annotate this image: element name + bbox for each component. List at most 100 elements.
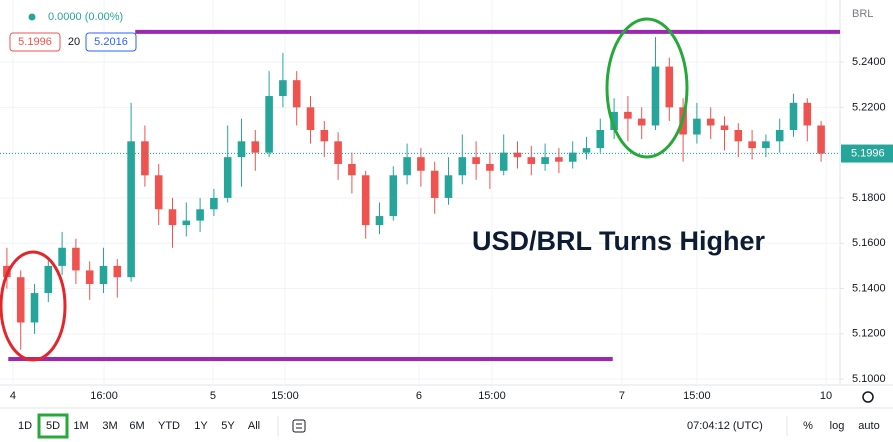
scale-option[interactable]: log [830, 420, 845, 432]
candle-body [30, 293, 39, 323]
range-button[interactable]: All [248, 420, 260, 432]
candle-body [251, 141, 260, 153]
status-dot [28, 13, 36, 21]
candle-body [16, 277, 25, 323]
candle-body [665, 66, 674, 108]
candle-body [458, 157, 467, 176]
candle-body [775, 129, 784, 142]
candle-body [265, 96, 273, 153]
compare-icon[interactable] [292, 419, 306, 433]
last-price-box [841, 144, 893, 163]
range-button[interactable]: 5D [46, 420, 60, 432]
y-tick-label: 5.1800 [852, 192, 886, 204]
candle-body [306, 107, 315, 130]
candle-body [168, 209, 177, 226]
candle-body [85, 270, 94, 284]
candle-body [58, 247, 66, 266]
candle-body [72, 247, 80, 271]
x-tick-label: 10 [820, 390, 832, 402]
candle-body [430, 170, 439, 198]
candle-body [817, 125, 825, 154]
candle-body [44, 265, 53, 294]
y-tick-label: 5.2200 [852, 101, 886, 113]
highlight-circle [0, 250, 67, 362]
candle-body [513, 152, 522, 158]
candle-body [706, 118, 715, 126]
candle-body [99, 265, 108, 284]
x-tick-label: 15:00 [683, 390, 711, 402]
candle-body [279, 80, 287, 97]
candle-body [555, 157, 563, 162]
candle-body [237, 141, 246, 158]
x-tick-label: 6 [416, 390, 422, 402]
bid-box[interactable] [9, 32, 61, 52]
candle-body [141, 141, 149, 176]
candle-body [637, 118, 646, 126]
candle-body [182, 220, 191, 226]
toolbar: 1D 5D 1M 3M 6M YTD 1Y 5Y All 07:04:12 (UTC)% log au… [18, 420, 880, 432]
candle-body [596, 129, 605, 149]
candle-body [486, 163, 494, 171]
last-price-label: 5.1996 [851, 147, 885, 159]
ask[interactable]: 5.2016 [94, 36, 128, 48]
scale-option[interactable]: auto [858, 420, 879, 432]
x-tick-label: 15:00 [271, 390, 299, 402]
candle-body [803, 102, 812, 126]
candle-body [375, 216, 384, 226]
candle-body [417, 157, 425, 171]
candle-body [361, 175, 370, 226]
y-tick-label: 5.1600 [852, 237, 886, 249]
range-button[interactable]: 3M [102, 420, 117, 432]
range-button[interactable]: 5Y [221, 420, 235, 432]
candle-body [210, 197, 218, 210]
annotation: USD/BRL Turns Higher [472, 226, 766, 256]
x-tick-label: 7 [619, 390, 625, 402]
candle-body [582, 148, 591, 153]
candle-body [196, 209, 204, 221]
y-tick-label: 5.1400 [852, 282, 886, 294]
candle-body [693, 118, 701, 135]
candle-body [334, 141, 342, 164]
candle-body [127, 141, 135, 278]
x-tick-label: 15:00 [478, 390, 506, 402]
candle-body [320, 129, 329, 142]
range-button[interactable]: 1Y [194, 420, 208, 432]
clock: 07:04:12 (UTC) [687, 420, 763, 432]
x-tick-label: 4 [10, 390, 16, 402]
x-tick-label: 5 [210, 390, 216, 402]
candle-body [499, 152, 508, 171]
candle-body [527, 157, 536, 164]
x-tick-label: 16:00 [90, 390, 118, 402]
settings-icon[interactable] [862, 391, 874, 403]
candle-body [113, 265, 122, 278]
candle-body [568, 152, 577, 162]
range-button[interactable]: YTD [158, 420, 180, 432]
range-button[interactable]: 1M [73, 420, 88, 432]
candle-body [541, 157, 549, 164]
ask-box[interactable] [85, 32, 137, 52]
candle-body [624, 111, 632, 119]
candle-body [154, 175, 163, 210]
candle-body [292, 80, 301, 108]
symbol: BRL [852, 8, 873, 20]
range-button[interactable]: 1D [18, 420, 32, 432]
candle-body [472, 157, 480, 164]
y-tick-label: 5.1200 [852, 328, 886, 340]
candle-body [789, 102, 798, 130]
candle-body [720, 125, 729, 130]
candle-body [610, 111, 618, 130]
change: 0.0000 (0.00%) [48, 11, 123, 23]
candle-body [734, 129, 743, 142]
scale-option[interactable]: % [803, 420, 813, 432]
candle-body [651, 66, 660, 126]
candle-body [403, 157, 411, 176]
candle-body [748, 141, 756, 149]
y-tick-label: 5.2400 [852, 56, 886, 68]
bid[interactable]: 5.1996 [18, 36, 52, 48]
y-tick-label: 5.1000 [852, 373, 886, 385]
selected-range-box [37, 413, 69, 439]
range-button[interactable]: 6M [129, 420, 144, 432]
candle-body [389, 175, 398, 217]
